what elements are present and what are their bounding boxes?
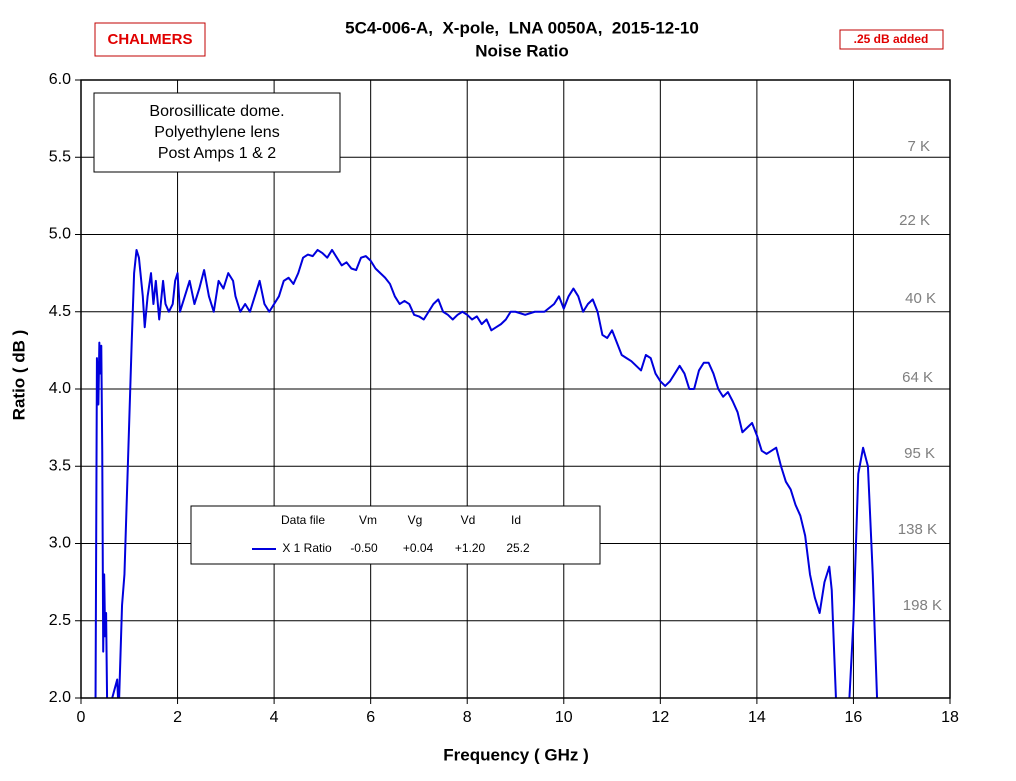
y-tick-label: 4.0 (49, 380, 71, 397)
note-line: Polyethylene lens (154, 124, 279, 141)
x-tick-label: 6 (366, 709, 375, 726)
y-tick-label: 3.0 (49, 535, 71, 552)
x-tick-label: 2 (173, 709, 182, 726)
temperature-label: 138 K (898, 521, 937, 538)
x-tick-label: 14 (748, 709, 766, 726)
note-line: Borosillicate dome. (149, 103, 284, 120)
x-tick-label: 16 (845, 709, 863, 726)
y-tick-label: 5.5 (49, 148, 71, 165)
legend-header: Vg (408, 513, 423, 527)
temperature-label: 64 K (902, 369, 933, 386)
legend-header: Vm (359, 513, 377, 527)
x-tick-label: 8 (463, 709, 472, 726)
temperature-label: 22 K (899, 212, 930, 229)
y-axis-label: Ratio ( dB ) (9, 330, 28, 421)
x-tick-label: 18 (941, 709, 959, 726)
chart-title: 5C4-006-A, X-pole, LNA 0050A, 2015-12-10 (345, 18, 699, 37)
y-tick-label: 6.0 (49, 71, 71, 88)
plot-frame (80, 79, 951, 699)
temperature-label: 7 K (907, 138, 930, 155)
x-tick-label: 10 (555, 709, 573, 726)
legend-label: X 1 Ratio (282, 541, 332, 555)
legend-header: Data file (281, 513, 325, 527)
legend-cell: +1.20 (455, 541, 486, 555)
legend-header: Id (511, 513, 521, 527)
y-tick-label: 2.0 (49, 689, 71, 706)
data-line (94, 248, 879, 698)
logo: CHALMERS (108, 31, 193, 48)
legend-cell: 25.2 (506, 541, 530, 555)
y-tick-label: 5.0 (49, 226, 71, 243)
temperature-label: 40 K (905, 290, 936, 307)
x-axis-label: Frequency ( GHz ) (443, 745, 588, 764)
chart-subtitle: Noise Ratio (475, 41, 569, 60)
legend-cell: +0.04 (403, 541, 434, 555)
x-tick-label: 0 (77, 709, 86, 726)
temperature-label: 198 K (903, 597, 942, 614)
y-tick-label: 3.5 (49, 457, 71, 474)
x-tick-label: 4 (270, 709, 279, 726)
badge: .25 dB added (854, 32, 929, 46)
x-tick-label: 12 (651, 709, 669, 726)
note-box (93, 92, 341, 173)
note-line: Post Amps 1 & 2 (158, 145, 276, 162)
logo-box (94, 22, 206, 57)
legend-header: Vd (461, 513, 476, 527)
legend-box (190, 505, 601, 565)
badge-box (839, 29, 944, 50)
temperature-label: 95 K (904, 445, 935, 462)
legend-cell: -0.50 (350, 541, 378, 555)
y-tick-label: 4.5 (49, 303, 71, 320)
y-tick-label: 2.5 (49, 612, 71, 629)
